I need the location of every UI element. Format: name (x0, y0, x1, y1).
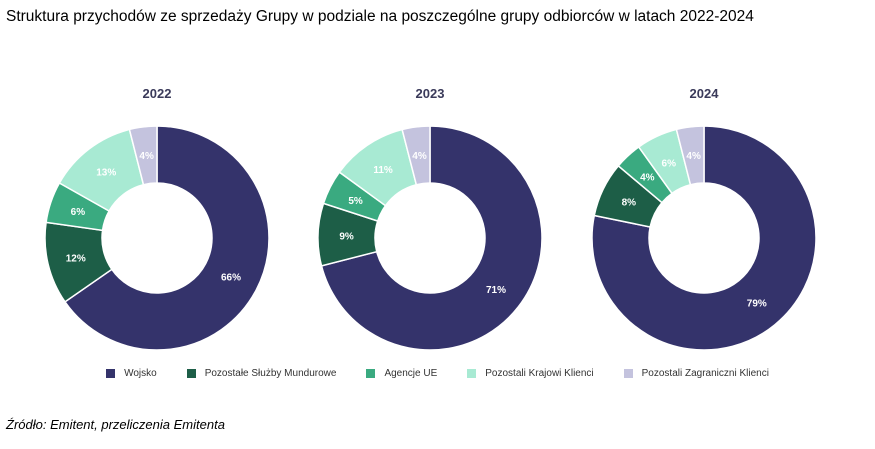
legend: Wojsko Pozostałe Służby Mundurowe Agencje … (0, 368, 875, 379)
data-label: 8% (622, 198, 637, 209)
legend-swatch (623, 369, 633, 378)
year-label-2023: 2023 (416, 86, 445, 101)
data-label: 5% (348, 196, 363, 207)
legend-swatch (186, 369, 196, 378)
legend-label: Agencje UE (384, 368, 438, 379)
data-label: 4% (139, 151, 154, 162)
page-title: Struktura przychodów ze sprzedaży Grupy … (6, 8, 754, 25)
data-label: 13% (96, 168, 116, 179)
legend-label: Pozostałe Służby Mundurowe (204, 368, 337, 379)
slice-2024-4 (675, 125, 705, 186)
data-label: 12% (66, 253, 86, 264)
data-label: 4% (640, 173, 655, 184)
legend-swatch (106, 369, 116, 378)
data-label: 66% (221, 273, 241, 284)
year-label-2022: 2022 (143, 86, 172, 101)
legend-label: Pozostali Zagraniczni Klienci (641, 368, 769, 379)
data-label: 6% (662, 158, 677, 169)
legend-item: Pozostali Zagraniczni Klienci (623, 368, 769, 379)
slice-2023-0 (320, 125, 543, 351)
legend-item: Pozostali Krajowi Klienci (467, 368, 594, 379)
legend-label: Pozostali Krajowi Klienci (485, 368, 594, 379)
data-label: 4% (412, 151, 427, 162)
data-label: 4% (686, 151, 701, 162)
legend-swatch (366, 369, 376, 378)
data-label: 71% (486, 285, 506, 296)
data-label: 9% (339, 231, 354, 242)
data-label: 79% (747, 299, 767, 310)
legend-swatch (467, 369, 477, 378)
legend-item: Agencje UE (366, 368, 437, 379)
data-label: 6% (71, 207, 86, 218)
slice-2023-4 (401, 125, 431, 186)
source-note: Źródło: Emitent, przeliczenia Emitenta (6, 417, 225, 432)
slice-2022-4 (128, 125, 158, 186)
legend-item: Wojsko (106, 368, 157, 379)
slice-2024-0 (591, 125, 817, 351)
legend-label: Wojsko (124, 368, 157, 379)
year-label-2024: 2024 (690, 86, 720, 101)
legend-item: Pozostałe Służby Mundurowe (186, 368, 337, 379)
slice-2022-0 (63, 125, 270, 351)
data-label: 11% (373, 165, 393, 176)
donut-charts: 2022 66% 12% 6% 13% 4% 2023 71% 9% 5% 11% 4% 2024 79%… (44, 86, 817, 351)
